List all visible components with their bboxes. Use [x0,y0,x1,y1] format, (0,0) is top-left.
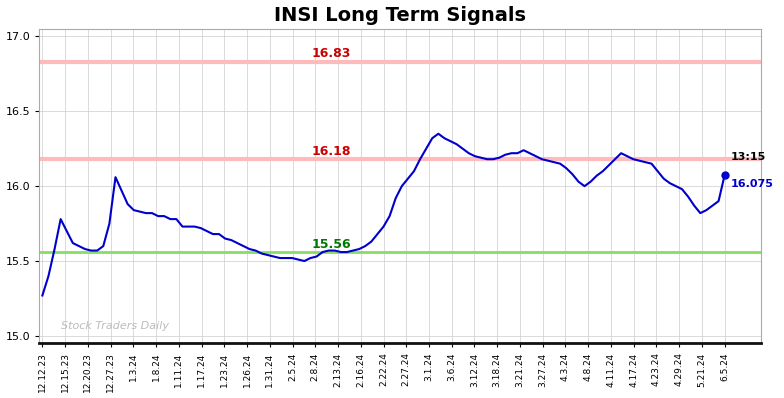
Text: 16.075: 16.075 [731,179,774,189]
Text: 13:15: 13:15 [731,152,766,162]
Text: 15.56: 15.56 [312,238,351,251]
Text: 16.83: 16.83 [312,47,351,60]
Text: Stock Traders Daily: Stock Traders Daily [60,322,169,332]
Title: INSI Long Term Signals: INSI Long Term Signals [274,6,526,25]
Text: 16.18: 16.18 [312,145,351,158]
